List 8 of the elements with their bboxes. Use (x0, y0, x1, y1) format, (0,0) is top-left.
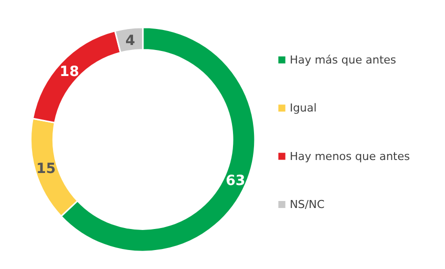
data-label: 63 (226, 173, 246, 190)
data-label: 15 (36, 161, 56, 178)
legend-label: Hay más que antes (290, 53, 396, 66)
data-label: 4 (125, 32, 136, 49)
legend-label: Igual (290, 102, 317, 115)
data-label: 18 (60, 64, 80, 80)
legend-label: NS/NC (290, 198, 325, 211)
legend-label: Hay menos que antes (290, 150, 410, 163)
